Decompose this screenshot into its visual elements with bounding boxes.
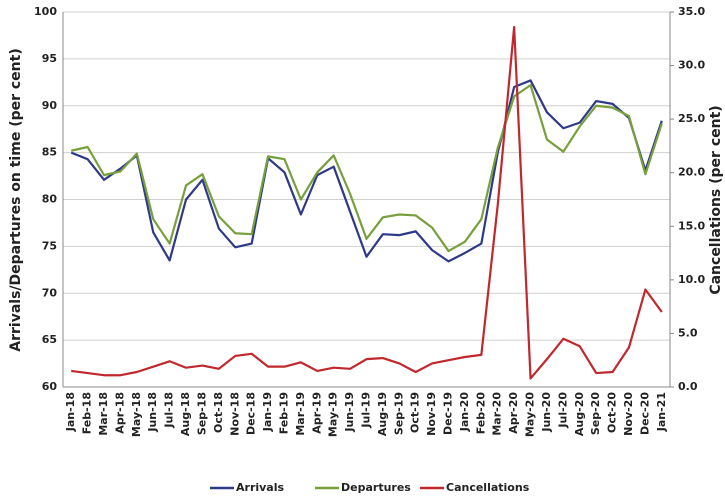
x-tick-label: Aug-20 [573,392,586,436]
legend-label: Arrivals [236,481,284,494]
y-tick-label: 80 [42,193,58,206]
x-tick-label: Apr-18 [113,392,126,434]
y-tick-label: 75 [42,239,57,252]
x-tick-label: Oct-20 [606,392,619,433]
y2-tick-label: 30.0 [678,59,705,72]
y-tick-label: 85 [42,146,57,159]
y2-tick-label: 25.0 [678,112,705,125]
x-tick-label: May-19 [327,392,340,437]
x-tick-label: Dec-19 [442,392,455,435]
y-tick-label: 60 [42,380,58,393]
x-tick-label: Jan-20 [458,392,471,433]
y-tick-label: 65 [42,333,57,346]
series-line [71,25,663,380]
legend-label: Departures [341,481,411,494]
y-tick-label: 90 [42,99,58,112]
x-tick-label: Nov-19 [425,392,438,436]
y-axis-title: Arrivals/Departures on time (per cent) [8,48,24,351]
x-tick-label: Sep-18 [195,392,208,435]
series-line [70,79,663,263]
y-tick-label: 70 [42,286,58,299]
y2-tick-label: 10.0 [678,273,705,286]
x-tick-label: Jun-18 [146,392,159,433]
x-tick-label: Sep-20 [589,392,602,435]
x-tick-label: Aug-18 [179,392,192,436]
x-tick-label: Jul-19 [360,392,373,429]
y2-tick-label: 20.0 [678,166,705,179]
series-line [70,84,663,253]
x-tick-label: Nov-18 [228,392,241,436]
x-tick-label: Jan-18 [64,392,77,432]
x-tick-label: Dec-18 [245,392,258,435]
x-tick-label: Jan-19 [261,392,274,432]
y2-tick-label: 35.0 [678,5,705,18]
y2-tick-label: 0.0 [678,380,698,393]
x-tick-label: Mar-20 [491,392,504,436]
x-tick-label: Dec-20 [638,392,651,435]
x-tick-label: Sep-19 [392,392,405,435]
x-tick-label: Apr-20 [507,392,520,434]
x-tick-label: Jun-20 [540,392,553,433]
x-tick-label: Jul-18 [163,392,176,429]
x-tick-label: Jun-19 [343,392,356,433]
x-tick-label: Feb-18 [81,392,94,434]
x-tick-label: Jan-21 [655,392,668,432]
x-tick-label: Apr-19 [310,392,323,434]
x-tick-label: May-20 [524,392,537,437]
x-tick-label: Jul-20 [556,392,569,429]
y-tick-label: 100 [34,5,57,18]
x-tick-label: Mar-19 [294,392,307,436]
x-tick-label: Nov-20 [622,392,635,436]
legend-label: Cancellations [446,481,530,494]
x-tick-label: Feb-20 [474,392,487,435]
x-tick-label: Oct-19 [409,392,422,433]
x-tick-label: Oct-18 [212,392,225,433]
y-tick-label: 95 [42,52,57,65]
x-tick-label: May-18 [130,392,143,437]
x-tick-label: Mar-18 [97,392,110,436]
x-tick-label: Feb-19 [277,392,290,434]
y2-axis-title: Cancellations (per cent) [708,105,724,294]
y2-tick-label: 5.0 [678,326,698,339]
x-tick-label: Aug-19 [376,392,389,436]
y2-tick-label: 15.0 [678,219,705,232]
